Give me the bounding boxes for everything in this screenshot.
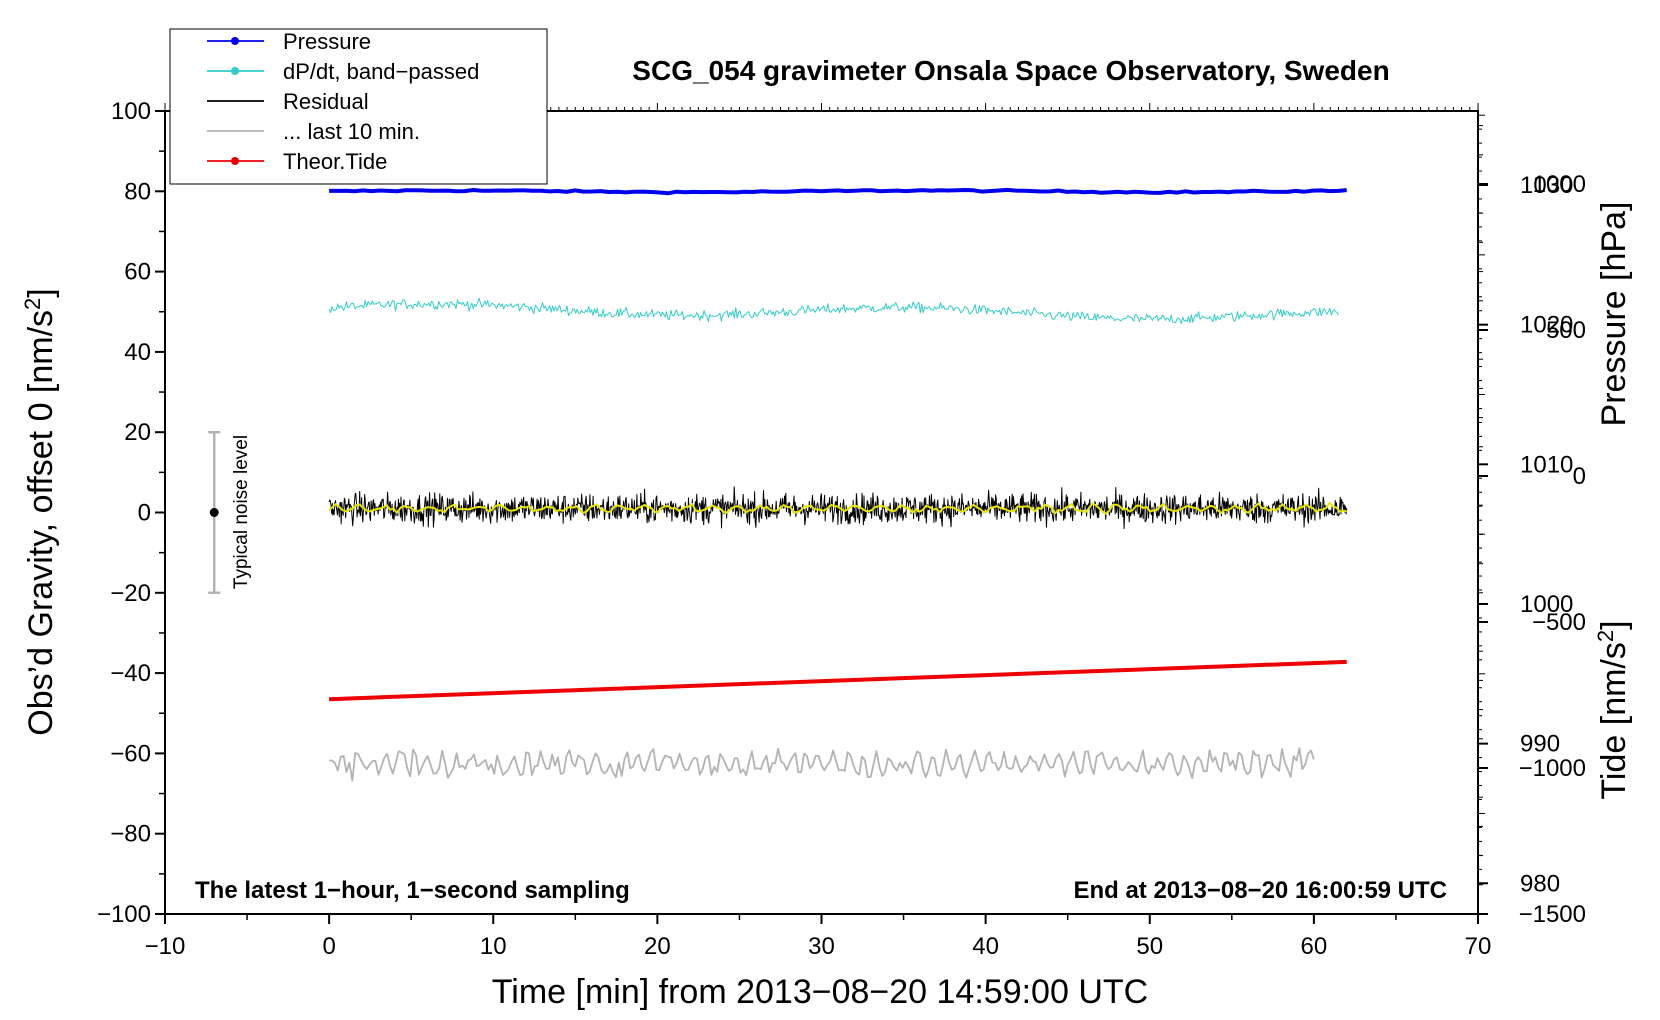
x-tick-label: 50 (1136, 933, 1163, 960)
y-tick-label: −80 (110, 821, 151, 848)
x-tick-label: 20 (644, 933, 671, 960)
x-tick-label: 40 (972, 933, 999, 960)
tide-axis-label: Tide [nm/s2] (1593, 620, 1634, 799)
y-tick-label: 100 (111, 98, 151, 125)
legend-marker (231, 157, 239, 165)
tide-tick-label: 0 (1573, 463, 1586, 490)
y-tick-label: 0 (138, 500, 151, 527)
x-tick-label: 0 (322, 933, 335, 960)
legend-label: dP/dt, band−passed (283, 59, 479, 84)
x-tick-label: 10 (480, 933, 507, 960)
tide-tick-label: −500 (1532, 609, 1586, 636)
tide-tick-label: −1500 (1519, 901, 1586, 928)
y-tick-label: −60 (110, 740, 151, 767)
legend: Pressure dP/dt, band−passed Residual ... la… (169, 28, 548, 185)
smoothed-residual-series (328, 501, 1347, 515)
pressure-series (329, 187, 1347, 196)
dpdt-series (328, 297, 1339, 325)
noise-indicator (208, 430, 221, 595)
note-left: The latest 1−hour, 1−second sampling (195, 877, 630, 904)
tide-tick-label: 500 (1546, 317, 1586, 344)
tide-tick-label: −1000 (1519, 755, 1586, 782)
y-tick-label: 20 (124, 419, 151, 446)
legend-label: Theor.Tide (283, 149, 387, 174)
x-tick-label: 60 (1301, 933, 1328, 960)
chart-title: SCG_054 gravimeter Onsala Space Observat… (632, 55, 1389, 86)
y-tick-label: 40 (124, 339, 151, 366)
y-tick-label: −100 (97, 901, 151, 928)
y-tick-label: −40 (110, 660, 151, 687)
tide-tick-label: 1000 (1533, 171, 1586, 198)
ticks-layer: −10 0 10 20 30 40 50 60 70−100−80−60−40−20020406… (97, 98, 1586, 960)
noise-center-dot (209, 508, 219, 517)
pressure-tick-label: 980 (1520, 870, 1560, 897)
pressure-tick-label: 1010 (1520, 451, 1573, 478)
series-layer (328, 187, 1348, 782)
y-tick-label: 80 (124, 178, 151, 205)
x-tick-label: 30 (808, 933, 835, 960)
y-axis-label: Obs’d Gravity, offset 0 [nm/s2] (20, 288, 61, 735)
pressure-tick-label: 1020 (1520, 312, 1573, 339)
y-tick-label: −20 (110, 580, 151, 607)
legend-label: Residual (283, 89, 369, 114)
pressure-tick-label: 1030 (1520, 172, 1573, 199)
noise-label: Typical noise level (231, 435, 252, 589)
pressure-tick-label: 990 (1520, 731, 1560, 758)
x-tick-label: 70 (1465, 933, 1492, 960)
pressure-tick-label: 1000 (1520, 591, 1573, 618)
legend-marker (231, 37, 239, 45)
tide-series (329, 659, 1347, 702)
note-right: End at 2013−08−20 16:00:59 UTC (1073, 877, 1447, 904)
legend-label: ... last 10 min. (283, 119, 420, 144)
legend-marker (231, 67, 239, 75)
legend-label: Pressure (283, 29, 371, 54)
pressure-axis-label: Pressure [hPa] (1595, 202, 1633, 427)
x-tick-label: −10 (145, 933, 186, 960)
x-axis-label: Time [min] from 2013−08−20 14:59:00 UTC (492, 973, 1148, 1011)
y-tick-label: 60 (124, 259, 151, 286)
last-10-min-series (329, 747, 1315, 782)
